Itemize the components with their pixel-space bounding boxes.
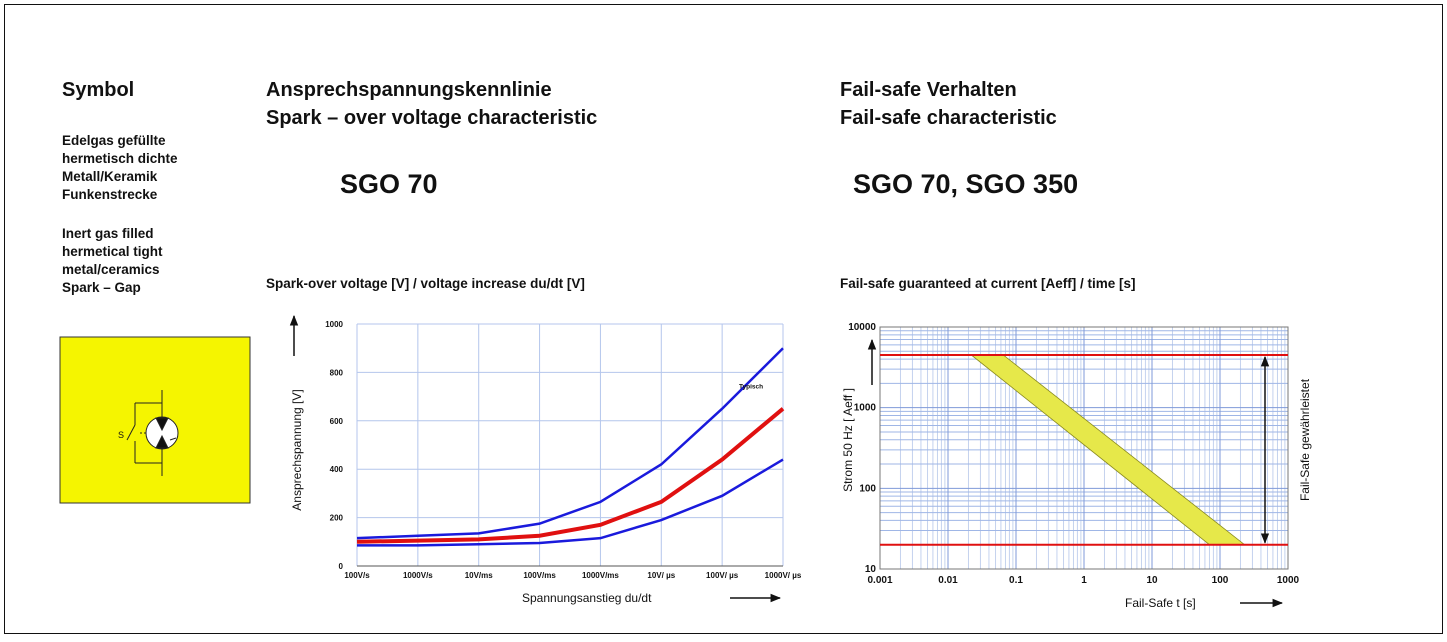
text-line: Metall/Keramik xyxy=(62,169,158,184)
model: SGO 70, SGO 350 xyxy=(853,169,1078,199)
model: SGO 70 xyxy=(340,169,438,199)
chart-title: Fail-safe guaranteed at current [Aeff] /… xyxy=(840,276,1136,291)
heading: Fail-safe Verhalten xyxy=(840,79,1017,101)
text-line: Funkenstrecke xyxy=(62,187,158,202)
x-tick-label: 10V/ µs xyxy=(647,571,675,580)
text-line: metal/ceramics xyxy=(62,262,160,277)
symbol-drawing xyxy=(126,390,179,476)
y-tick-label: 1000 xyxy=(854,403,877,414)
right-label: Fail-Safe gewährleistet xyxy=(1298,378,1312,501)
series-line xyxy=(357,458,784,547)
x-tick-label: 100V/ µs xyxy=(706,571,739,580)
x-tick-label: 1000V/ µs xyxy=(765,571,802,580)
series-line xyxy=(356,347,784,540)
y-tick-label: 100 xyxy=(859,483,876,494)
x-tick-label: 100V/ms xyxy=(523,571,556,580)
heading: Fail-safe characteristic xyxy=(840,107,1057,129)
symbol-label: S xyxy=(118,430,124,440)
text-line: hermetisch dichte xyxy=(62,151,178,166)
text-line: Edelgas gefüllte xyxy=(62,133,166,148)
symbol-box: S xyxy=(59,336,251,504)
fail-safe-chart: Fail-safe guaranteed at current [Aeff] /… xyxy=(840,276,1312,610)
y-tick-label: 600 xyxy=(330,417,344,426)
heading: Ansprechspannungskennlinie xyxy=(266,79,552,101)
y-tick-label: 400 xyxy=(330,465,344,474)
x-tick-label: 0.001 xyxy=(867,575,892,586)
text-line: Inert gas filled xyxy=(62,226,154,241)
english-text: Inert gas filled hermetical tight metal/… xyxy=(62,226,163,295)
x-tick-label: 100V/s xyxy=(344,571,370,580)
x-tick-label: 1000V/s xyxy=(403,571,433,580)
left-title: Symbol xyxy=(62,79,134,101)
x-tick-label: 1 xyxy=(1081,575,1087,586)
chart-title: Spark-over voltage [V] / voltage increas… xyxy=(266,276,585,291)
x-axis-label: Fail-Safe t [s] xyxy=(1125,596,1196,610)
page-border xyxy=(4,4,1443,634)
x-axis-label: Spannungsanstieg du/dt xyxy=(522,591,652,605)
y-tick-label: 200 xyxy=(330,514,344,523)
series-line xyxy=(356,407,785,544)
x-tick-label: 0.01 xyxy=(938,575,958,586)
y-tick-label: 1000 xyxy=(325,320,343,329)
text-line: Spark – Gap xyxy=(62,280,141,295)
x-tick-label: 1000V/ms xyxy=(582,571,619,580)
spark-over-chart: Spark-over voltage [V] / voltage increas… xyxy=(266,276,802,605)
heading: Spark – over voltage characteristic xyxy=(266,107,597,129)
y-tick-label: 800 xyxy=(330,368,344,377)
german-text: Edelgas gefüllte hermetisch dichte Metal… xyxy=(62,133,178,202)
plot-frame xyxy=(879,326,1289,570)
x-tick-label: 1000 xyxy=(1277,575,1300,586)
annotation: Typisch xyxy=(739,384,763,391)
x-tick-label: 100 xyxy=(1212,575,1229,586)
y-tick-label: 0 xyxy=(339,562,344,571)
y-axis-label: Ansprechspannung [V] xyxy=(290,389,304,510)
x-tick-label: 0.1 xyxy=(1009,575,1023,586)
symbol-background xyxy=(59,336,251,504)
y-tick-label: 10000 xyxy=(848,322,876,333)
text-line: hermetical tight xyxy=(62,244,163,259)
y-tick-label: 10 xyxy=(865,564,877,575)
x-tick-label: 10 xyxy=(1146,575,1158,586)
x-tick-label: 10V/ms xyxy=(465,571,494,580)
y-axis-label: Strom 50 Hz [ Aeff ] xyxy=(841,388,855,492)
